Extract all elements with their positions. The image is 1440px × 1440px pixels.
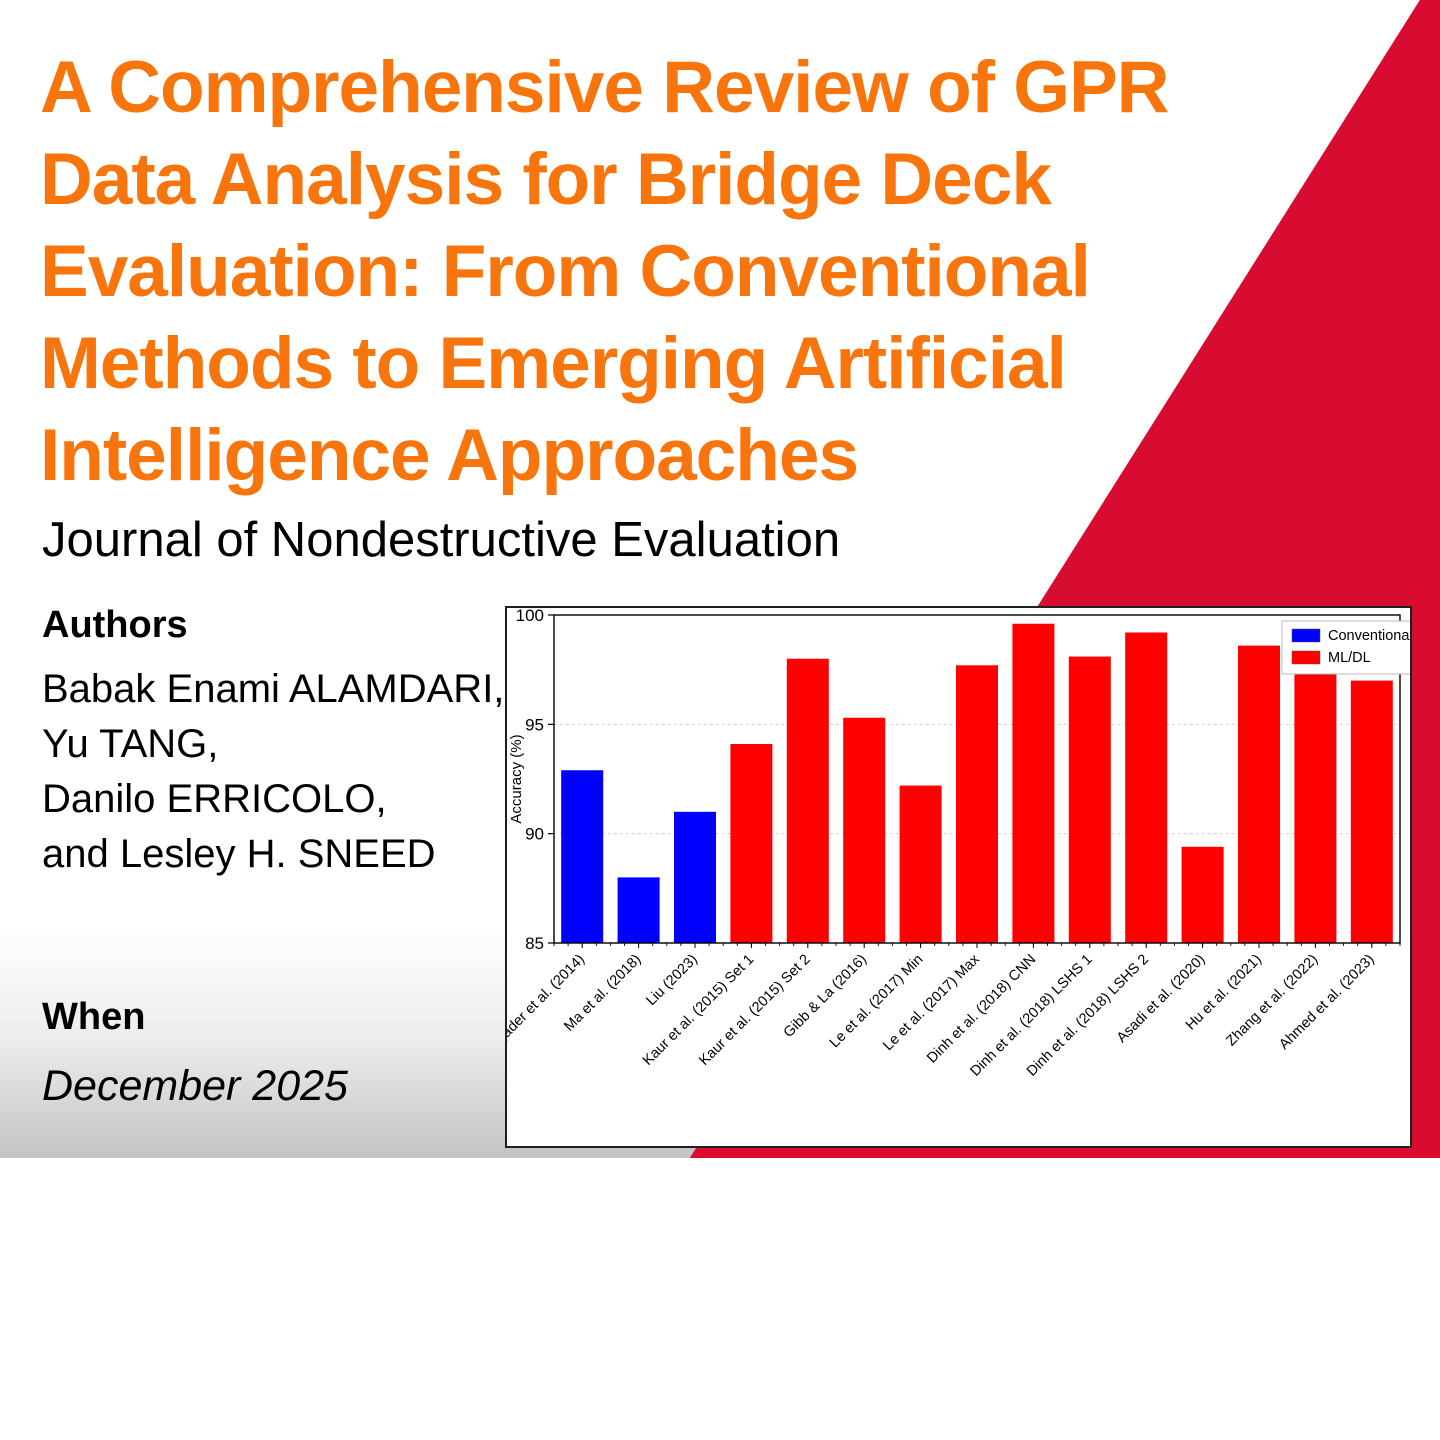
authors-heading: Authors (42, 604, 188, 646)
title-line: A Comprehensive Review of GPR (40, 47, 1170, 128)
when-heading: When (42, 996, 146, 1038)
svg-text:85: 85 (525, 934, 544, 953)
svg-text:Le et al. (2017) Min: Le et al. (2017) Min (827, 952, 927, 1052)
svg-text:Conventional: Conventional (1328, 628, 1410, 644)
bar (956, 665, 998, 943)
title-line: Evaluation: From Conventional (40, 231, 1091, 312)
bar (1012, 623, 1055, 943)
author-list: Babak Enami ALAMDARI, Yu TANG, Danilo ER… (42, 662, 504, 882)
author-name: Babak Enami ALAMDARI, (42, 667, 505, 711)
bar (617, 877, 660, 943)
title-line: Methods to Emerging Artificial (40, 323, 1067, 404)
bar (899, 785, 942, 943)
svg-text:Accuracy (%): Accuracy (%) (508, 734, 525, 823)
publication-date: December 2025 (42, 1062, 348, 1110)
bar (843, 717, 886, 943)
bar (1125, 632, 1168, 943)
svg-text:Liu (2023): Liu (2023) (643, 952, 700, 1009)
bar (674, 811, 716, 943)
bar (730, 744, 773, 943)
svg-text:ML/DL: ML/DL (1328, 650, 1371, 666)
logo-band: UIC UNIVERSITY OF ILLINOIS CHICAGO (0, 1158, 1440, 1440)
bar (1068, 656, 1111, 943)
bar (1181, 846, 1224, 943)
accuracy-bar-chart: 85 90 95 100 Accuracy (%) Abdel-Qader et al. … (505, 606, 1412, 1148)
svg-text:90: 90 (525, 825, 544, 844)
svg-text:Ahmed et al. (2023): Ahmed et al. (2023) (1276, 952, 1377, 1053)
bar (1350, 680, 1393, 943)
svg-text:Kaur et al. (2015) Set 1: Kaur et al. (2015) Set 1 (640, 952, 757, 1069)
bar (1238, 645, 1280, 943)
svg-text:Kaur et al. (2015) Set 2: Kaur et al. (2015) Set 2 (696, 952, 813, 1069)
bar (561, 770, 604, 943)
page-title: A Comprehensive Review of GPR Data Analy… (40, 42, 1300, 502)
bar (1294, 658, 1337, 943)
journal-name: Journal of Nondestructive Evaluation (42, 513, 841, 567)
author-name: and Lesley H. SNEED (42, 832, 436, 876)
title-line: Data Analysis for Bridge Deck (40, 139, 1052, 220)
author-name: Yu TANG, (42, 722, 219, 766)
content-area: A Comprehensive Review of GPR Data Analy… (0, 0, 1440, 1158)
svg-text:Dinh et al. (2018) CNN: Dinh et al. (2018) CNN (924, 952, 1039, 1067)
author-name: Danilo ERRICOLO, (42, 777, 387, 821)
svg-text:Le et al. (2017) Max: Le et al. (2017) Max (880, 951, 983, 1054)
svg-text:95: 95 (525, 715, 544, 734)
title-line: Intelligence Approaches (40, 415, 859, 496)
bar (786, 658, 829, 943)
svg-text:100: 100 (516, 608, 544, 625)
